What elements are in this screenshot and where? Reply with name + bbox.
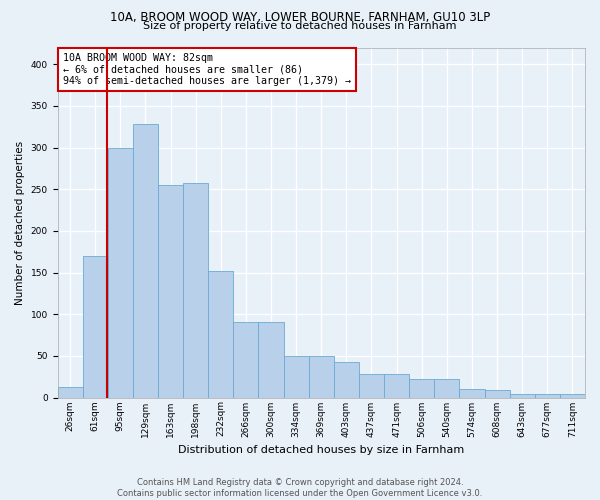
Bar — [133, 124, 158, 398]
Bar — [108, 148, 133, 398]
Bar — [259, 322, 284, 398]
Bar — [58, 386, 83, 398]
Bar — [384, 374, 409, 398]
Bar — [359, 374, 384, 398]
Bar — [208, 271, 233, 398]
Y-axis label: Number of detached properties: Number of detached properties — [15, 140, 25, 304]
Bar — [485, 390, 509, 398]
Text: Contains HM Land Registry data © Crown copyright and database right 2024.
Contai: Contains HM Land Registry data © Crown c… — [118, 478, 482, 498]
Bar — [83, 256, 108, 398]
Bar — [284, 356, 309, 398]
Text: 10A, BROOM WOOD WAY, LOWER BOURNE, FARNHAM, GU10 3LP: 10A, BROOM WOOD WAY, LOWER BOURNE, FARNH… — [110, 11, 490, 24]
Bar — [560, 394, 585, 398]
Bar — [309, 356, 334, 398]
Text: Size of property relative to detached houses in Farnham: Size of property relative to detached ho… — [143, 21, 457, 31]
Bar — [158, 185, 183, 398]
Bar — [434, 379, 460, 398]
Bar — [233, 322, 259, 398]
Text: 10A BROOM WOOD WAY: 82sqm
← 6% of detached houses are smaller (86)
94% of semi-d: 10A BROOM WOOD WAY: 82sqm ← 6% of detach… — [63, 53, 351, 86]
Bar — [535, 394, 560, 398]
Bar — [183, 184, 208, 398]
Bar — [460, 389, 485, 398]
Bar — [409, 379, 434, 398]
Bar — [334, 362, 359, 398]
X-axis label: Distribution of detached houses by size in Farnham: Distribution of detached houses by size … — [178, 445, 464, 455]
Bar — [509, 394, 535, 398]
